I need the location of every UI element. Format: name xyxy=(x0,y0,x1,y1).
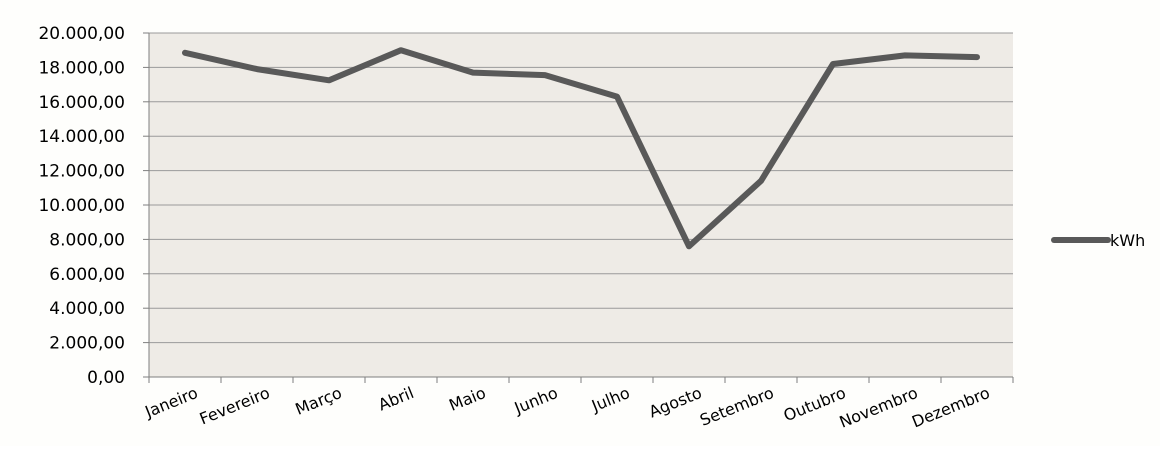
x-tick-label: Novembro xyxy=(837,383,921,432)
y-tick-label: 0,00 xyxy=(87,368,125,388)
x-tick-label: Julho xyxy=(588,383,632,416)
series-line-kwh xyxy=(182,47,980,250)
axes xyxy=(143,32,1014,383)
y-tick-label: 16.000,00 xyxy=(38,93,125,113)
x-tick-label: Março xyxy=(292,383,344,419)
legend: kWh xyxy=(1051,231,1145,250)
x-tick-label: Janeiro xyxy=(141,383,200,422)
data-point xyxy=(902,52,908,58)
data-point xyxy=(614,94,620,100)
data-point xyxy=(686,243,692,249)
y-tick-label: 12.000,00 xyxy=(38,162,125,182)
y-tick-label: 10.000,00 xyxy=(38,196,125,216)
data-point xyxy=(830,61,836,67)
data-point xyxy=(974,54,980,60)
x-tick-label: Setembro xyxy=(697,383,776,430)
x-tick-label: Dezembro xyxy=(909,383,992,431)
data-point xyxy=(182,50,188,56)
y-tick-label: 2.000,00 xyxy=(49,334,125,354)
data-point xyxy=(398,47,404,53)
data-point xyxy=(326,77,332,83)
data-point xyxy=(758,178,764,184)
x-tick-label: Abril xyxy=(375,383,416,414)
legend-label-kwh: kWh xyxy=(1110,231,1145,250)
y-tick-labels: 0,00 2.000,00 4.000,00 6.000,00 8.000,00 10.0… xyxy=(38,24,125,388)
y-tick-label: 20.000,00 xyxy=(38,24,125,44)
y-tick-label: 6.000,00 xyxy=(49,265,125,285)
x-tick-label: Maio xyxy=(446,383,488,415)
y-tick-label: 8.000,00 xyxy=(49,230,125,250)
series-layer xyxy=(182,47,980,250)
data-point xyxy=(254,66,260,72)
y-tick-label: 18.000,00 xyxy=(38,58,125,78)
y-tick-label: 4.000,00 xyxy=(49,299,125,319)
data-point xyxy=(542,72,548,78)
x-tick-label: Fevereiro xyxy=(197,383,273,428)
gridlines xyxy=(149,32,1013,344)
x-tick-label: Junho xyxy=(511,383,561,418)
data-point xyxy=(470,70,476,76)
x-tick-label: Agosto xyxy=(646,383,704,421)
y-tick-label: 14.000,00 xyxy=(38,127,125,147)
